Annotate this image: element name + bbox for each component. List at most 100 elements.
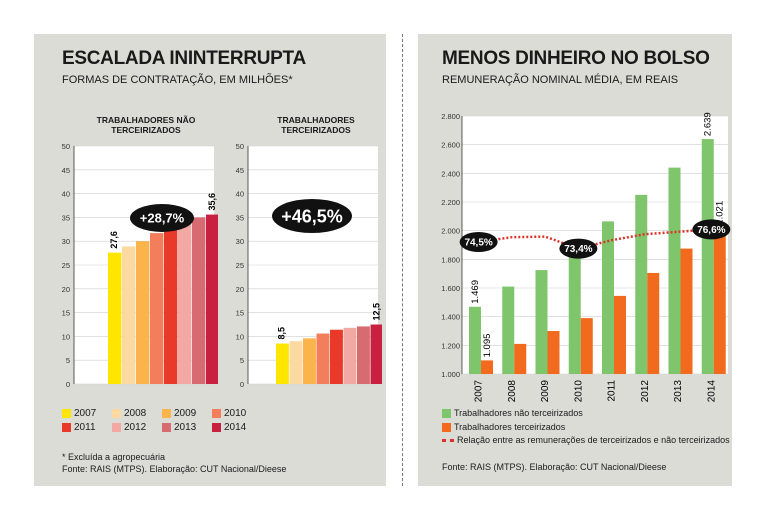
y-tick-label: 1.400 bbox=[441, 313, 460, 322]
bar-2010 bbox=[316, 333, 330, 384]
ratio-badge-2014 bbox=[692, 219, 731, 240]
y-tick-label: 1.000 bbox=[441, 370, 460, 379]
data-label-terc_2014: 2.021 bbox=[715, 201, 726, 225]
legend-label: 2011 bbox=[74, 422, 96, 433]
left-subtitle: FORMAS DE CONTRATAÇÃO, EM MILHÕES* bbox=[62, 74, 293, 86]
y-tick-label: 1.600 bbox=[441, 284, 460, 293]
bar-2014 bbox=[206, 214, 218, 384]
y-tick-label: 15 bbox=[62, 309, 70, 318]
legend-label: 2008 bbox=[124, 408, 147, 419]
y-tick-label: 25 bbox=[236, 261, 244, 270]
legend-swatch bbox=[162, 423, 171, 432]
x-tick-label: 2011 bbox=[607, 380, 618, 402]
ratio-badge-2007 bbox=[459, 232, 498, 252]
legend-label: 2007 bbox=[74, 408, 97, 419]
y-tick-label: 45 bbox=[236, 166, 244, 175]
bar-2008 bbox=[289, 341, 303, 384]
x-tick-label: 2012 bbox=[640, 380, 651, 403]
bar-2007 bbox=[276, 343, 289, 384]
chart-nao-terceirizados: 0 5 10 15 20 25 30 35 40 45 50 27,6 35,6 +28,7% bbox=[62, 142, 218, 389]
legend-label: Trabalhadores terceirizados bbox=[454, 422, 566, 432]
y-tick-label: 10 bbox=[62, 332, 70, 341]
y-tick-label: 2.200 bbox=[441, 198, 460, 207]
ratio-label-2010: 73,4% bbox=[564, 244, 592, 255]
chart-terceirizados: 0 5 10 15 20 25 30 35 40 45 50 8,5 12,5 +46,5% bbox=[236, 142, 382, 389]
y-tick-label: 30 bbox=[62, 237, 70, 246]
legend-label: 2013 bbox=[174, 422, 197, 433]
legend-item-0: Trabalhadores não terceirizados bbox=[442, 408, 583, 418]
y-tick-label: 2.400 bbox=[441, 169, 460, 178]
data-label-2014: 35,6 bbox=[207, 193, 217, 211]
bar-nao-2007 bbox=[469, 306, 481, 374]
legend-swatch bbox=[112, 423, 121, 432]
right-panel: MENOS DINHEIRO NO BOLSO REMUNERAÇÃO NOMI… bbox=[418, 34, 732, 486]
data-label-nao_2007: 1.469 bbox=[470, 280, 481, 304]
bar-2009 bbox=[136, 241, 150, 384]
legend-item-2008: 2008 bbox=[112, 408, 146, 419]
ratio-label-2007: 74,5% bbox=[464, 238, 492, 249]
y-tick-label: 40 bbox=[62, 190, 70, 199]
legend-label: 2014 bbox=[224, 422, 247, 433]
legend-swatch bbox=[442, 422, 451, 432]
bar-nao-2010 bbox=[568, 249, 581, 374]
left-title: ESCALADA ININTERRUPTA bbox=[62, 48, 306, 69]
x-tick-label: 2014 bbox=[706, 380, 717, 403]
y-tick-label: 5 bbox=[66, 356, 70, 365]
right-subtitle: REMUNERAÇÃO NOMINAL MÉDIA, EM REAIS bbox=[442, 74, 679, 86]
panel-divider bbox=[402, 34, 403, 486]
bar-2013 bbox=[357, 326, 370, 384]
bar-2012 bbox=[178, 222, 192, 384]
legend-swatch bbox=[62, 409, 71, 418]
bar-terc-2013 bbox=[680, 248, 693, 374]
x-tick-label: 2010 bbox=[573, 380, 584, 403]
y-tick-label: 50 bbox=[236, 142, 244, 151]
bar-2013 bbox=[192, 217, 206, 384]
y-tick-label: 30 bbox=[236, 237, 244, 246]
bar-terc-2008 bbox=[514, 343, 527, 374]
y-tick-label: 10 bbox=[236, 332, 244, 341]
legend-item-1: Trabalhadores terceirizados bbox=[442, 422, 565, 432]
bar-terc-2009 bbox=[547, 331, 560, 374]
y-tick-label: 2.000 bbox=[441, 227, 460, 236]
legend-item-2011: 2011 bbox=[62, 422, 96, 433]
bar-2011 bbox=[164, 226, 178, 384]
bar-nao-2013 bbox=[668, 167, 681, 374]
legend-swatch bbox=[112, 409, 121, 418]
bar-2007 bbox=[108, 252, 122, 384]
data-label-nao_2014: 2.639 bbox=[703, 112, 714, 136]
x-tick-label: 2008 bbox=[507, 380, 518, 403]
x-tick-label: 2009 bbox=[540, 380, 551, 403]
left-panel: ESCALADA ININTERRUPTA FORMAS DE CONTRATA… bbox=[34, 34, 386, 486]
right-title: MENOS DINHEIRO NO BOLSO bbox=[442, 48, 710, 69]
data-label-terc_2007: 1.095 bbox=[482, 334, 493, 358]
y-tick-label: 25 bbox=[62, 261, 70, 270]
legend-item-2009: 2009 bbox=[162, 408, 196, 419]
legend-swatch bbox=[212, 409, 221, 418]
x-tick-label: 2013 bbox=[673, 380, 684, 403]
growth-badge bbox=[272, 199, 352, 233]
legend-label: 2012 bbox=[124, 422, 147, 433]
legend-label: 2009 bbox=[174, 408, 197, 419]
legend-swatch bbox=[212, 423, 221, 432]
bar-terc-2012 bbox=[647, 272, 660, 374]
bar-nao-2014 bbox=[701, 139, 714, 374]
legend-swatch bbox=[62, 423, 71, 432]
bar-nao-2009 bbox=[535, 270, 548, 374]
bar-nao-2012 bbox=[635, 194, 648, 374]
y-tick-label: 35 bbox=[236, 213, 244, 222]
legend-label: Trabalhadores não terceirizados bbox=[454, 408, 583, 418]
bar-terc-2010 bbox=[580, 318, 593, 374]
legend-item-2007: 2007 bbox=[62, 408, 96, 419]
y-tick-label: 2.600 bbox=[441, 141, 460, 150]
legend-item-2010: 2010 bbox=[212, 408, 246, 419]
growth-label: +28,7% bbox=[140, 211, 185, 226]
left-footnote: * Excluída a agropecuária bbox=[62, 452, 166, 462]
legend-swatch bbox=[442, 408, 451, 418]
chart-remuneracao: 1.000 1.200 1.400 1.600 1.800 2.000 2.200 2.400… bbox=[441, 112, 731, 403]
data-label-2014: 12,5 bbox=[371, 303, 381, 321]
bar-nao-2008 bbox=[502, 286, 515, 374]
data-label-2007: 27,6 bbox=[109, 231, 119, 249]
y-tick-label: 0 bbox=[66, 380, 70, 389]
x-tick-label: 2007 bbox=[474, 380, 485, 403]
ratio-badge-2010 bbox=[559, 238, 598, 259]
